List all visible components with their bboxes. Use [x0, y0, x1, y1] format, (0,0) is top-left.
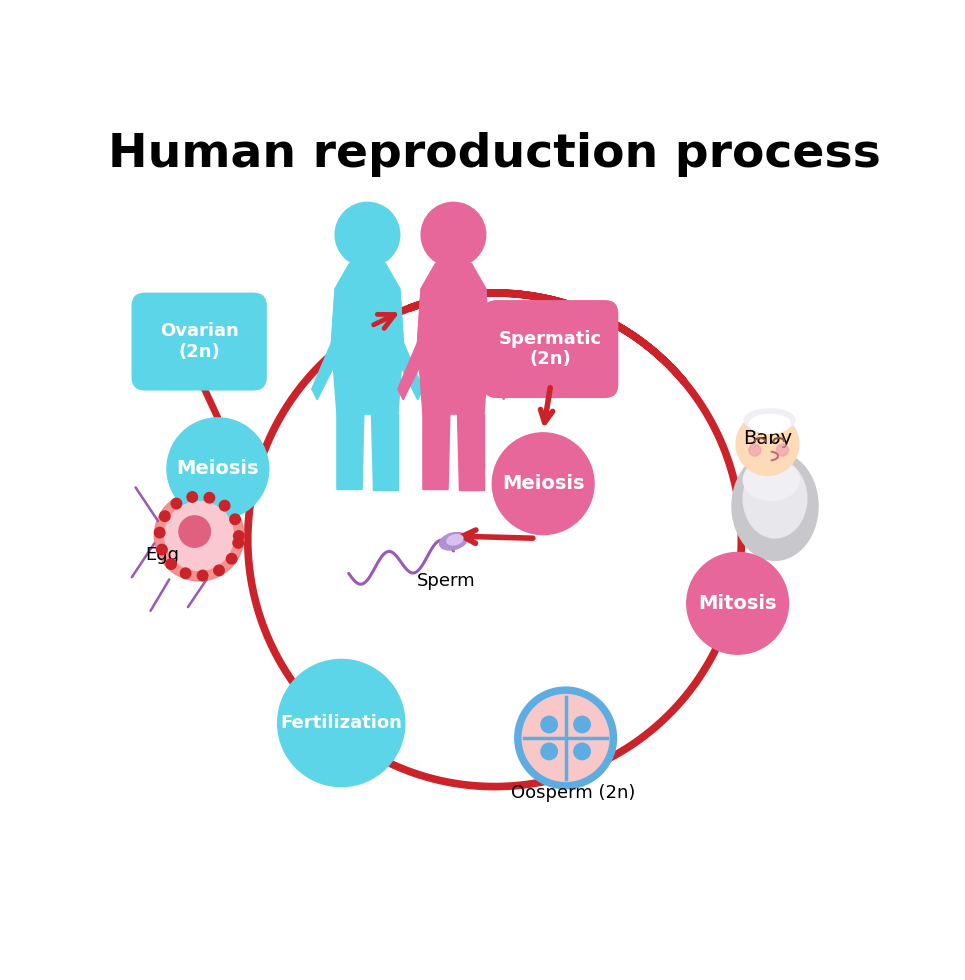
Circle shape	[574, 716, 591, 733]
Circle shape	[541, 743, 558, 760]
Circle shape	[522, 695, 609, 781]
Text: Mitosis: Mitosis	[699, 594, 777, 612]
Circle shape	[166, 559, 177, 569]
Circle shape	[541, 716, 558, 733]
Ellipse shape	[439, 532, 467, 550]
Text: Fertilization: Fertilization	[280, 714, 402, 732]
Text: Spermatic
(2n): Spermatic (2n)	[499, 329, 602, 368]
Polygon shape	[398, 288, 427, 400]
Polygon shape	[312, 288, 341, 400]
Polygon shape	[423, 415, 450, 490]
Circle shape	[233, 538, 243, 548]
Circle shape	[219, 501, 230, 511]
Polygon shape	[481, 288, 510, 400]
Text: Human reproduction process: Human reproduction process	[108, 132, 881, 177]
Ellipse shape	[743, 460, 807, 538]
Circle shape	[156, 544, 167, 555]
Polygon shape	[337, 415, 364, 490]
Circle shape	[574, 743, 591, 760]
Circle shape	[687, 553, 788, 655]
FancyBboxPatch shape	[482, 300, 619, 398]
Circle shape	[736, 413, 799, 475]
Circle shape	[213, 565, 224, 575]
Circle shape	[180, 568, 191, 578]
Circle shape	[205, 493, 214, 503]
Ellipse shape	[749, 415, 790, 433]
Ellipse shape	[732, 452, 818, 561]
Circle shape	[777, 444, 788, 456]
Circle shape	[167, 417, 268, 519]
Circle shape	[230, 514, 240, 524]
Ellipse shape	[447, 535, 463, 545]
Circle shape	[278, 660, 405, 787]
Circle shape	[154, 527, 165, 538]
Text: Egg: Egg	[145, 546, 179, 563]
Circle shape	[234, 531, 244, 541]
Polygon shape	[395, 288, 423, 400]
Circle shape	[159, 511, 170, 521]
FancyBboxPatch shape	[131, 293, 267, 391]
Circle shape	[154, 491, 244, 581]
Circle shape	[227, 554, 236, 564]
Circle shape	[179, 515, 210, 547]
Text: Ovarian
(2n): Ovarian (2n)	[160, 322, 238, 361]
Text: Sperm: Sperm	[417, 572, 476, 590]
Circle shape	[198, 570, 207, 581]
Circle shape	[335, 202, 400, 267]
Polygon shape	[457, 415, 483, 490]
Text: Baby: Baby	[743, 429, 792, 448]
Polygon shape	[371, 415, 398, 490]
Circle shape	[492, 433, 594, 534]
Text: Meiosis: Meiosis	[502, 474, 585, 493]
Circle shape	[165, 502, 234, 570]
Polygon shape	[332, 264, 403, 415]
Ellipse shape	[743, 460, 799, 501]
Circle shape	[421, 202, 485, 267]
Ellipse shape	[744, 409, 795, 431]
Text: Meiosis: Meiosis	[177, 460, 259, 478]
Circle shape	[187, 492, 198, 502]
Circle shape	[514, 687, 617, 789]
Circle shape	[171, 498, 181, 509]
Polygon shape	[418, 264, 489, 415]
Text: Oosperm (2n): Oosperm (2n)	[510, 784, 635, 802]
Circle shape	[749, 444, 760, 456]
